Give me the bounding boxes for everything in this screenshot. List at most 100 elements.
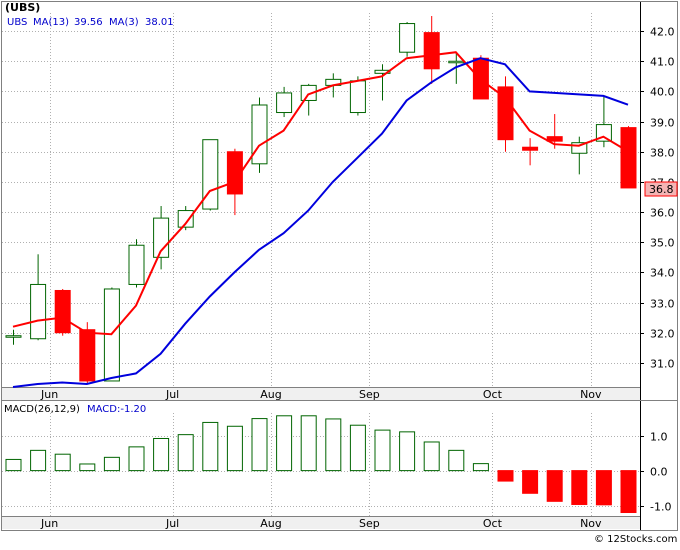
macd-panel-frame [1,400,678,531]
candle-up [177,210,194,228]
macd-bar-positive [5,458,22,472]
macd-bar-positive [349,424,366,472]
macd-legend-label: MACD(26,12,9) [4,404,80,415]
candle-down [54,289,71,334]
month-label: Nov [580,388,602,401]
macd-bar-positive [103,456,120,472]
macd-bar-positive [448,449,465,472]
price-panel-frame [1,1,678,401]
macd-bar-positive [300,415,317,472]
month-label: Jun [40,388,58,401]
candle-up [349,80,366,114]
macd-legend-value: MACD:-1.20 [87,404,146,415]
candles [5,16,637,384]
month-label: Aug [260,388,281,401]
macd-x-axis-band [2,516,640,529]
last-price-box [644,181,678,197]
macd-bar-positive [472,463,489,472]
price-x-axis: Jun Jul Aug Sep Oct Nov [2,387,640,401]
macd-bar-positive [30,449,47,472]
candle-down [546,136,563,142]
candle-down [522,146,539,151]
price-tick-label: 34.0 [650,267,675,280]
price-tick-label: 41.0 [650,56,675,69]
macd-tick-label: 0.0 [650,466,668,479]
moving-average-lines [12,51,629,388]
macd-bar-positive [325,418,342,472]
month-label: Oct [483,517,503,530]
month-label: Jul [165,388,179,401]
price-grid [2,13,640,387]
macd-bar-positive [128,446,145,472]
last-price-label: 36.8 [649,183,674,196]
macd-bar-positive [202,421,219,472]
candle-up [300,84,317,101]
ma13-line [12,57,629,388]
month-label: Jul [165,517,179,530]
footer-credit: © 12Stocks.com [594,534,677,545]
price-tick-label: 32.0 [650,328,675,341]
macd-grid [2,413,640,516]
month-label: Oct [483,388,503,401]
price-tick-label: 42.0 [650,26,675,39]
ticker-label: (UBS) [5,1,40,14]
candle-up [202,139,219,210]
macd-bar-positive [423,441,440,472]
price-tick-label: 39.0 [650,117,675,130]
price-y-axis: 31.032.033.034.035.036.037.038.039.040.0… [640,2,675,400]
macd-bar-positive [276,415,293,472]
month-label: Sep [359,388,380,401]
macd-tick-label: -1.0 [650,501,671,514]
macd-bar-negative [546,470,563,502]
macd-bar-negative [497,470,514,482]
candle-down [620,127,637,189]
macd-bar-positive [226,425,243,472]
macd-x-axis: Jun Jul Aug Sep Oct Nov [2,516,640,530]
candle-down [79,329,96,382]
macd-y-axis: -1.0 0.0 1.0 [640,401,671,530]
macd-tick-label: 1.0 [650,431,668,444]
candle-up [571,142,588,154]
macd-bar-positive [153,437,170,472]
macd-bar-negative [522,470,539,494]
candle-down [497,86,514,141]
price-tick-label: 31.0 [650,358,675,371]
macd-bar-negative [620,470,637,514]
macd-bar-negative [571,470,588,505]
price-tick-label: 33.0 [650,298,675,311]
candle-up [30,283,47,340]
candle-up [276,92,293,114]
macd-bar-negative [595,470,612,506]
month-label: Sep [359,517,380,530]
month-label: Aug [260,517,281,530]
candle-down [423,32,440,70]
price-x-axis-band [2,387,640,400]
candle-up [5,335,22,338]
candle-up [448,60,465,64]
legend-ma3-value: 38.01 [145,17,174,28]
month-label: Jun [40,517,58,530]
candle-up [374,69,391,74]
candle-up [251,104,268,165]
candle-up [128,244,145,285]
legend-ma13-label: MA(13) [33,17,69,28]
price-tick-label: 40.0 [650,86,675,99]
macd-bar-positive [54,453,71,472]
macd-bar-positive [374,429,391,472]
macd-bars [5,415,637,514]
ma3-line [12,51,629,336]
price-tick-label: 38.0 [650,147,675,160]
price-tick-label: 35.0 [650,237,675,250]
legend-ma3-label: MA(3) [109,17,139,28]
legend-symbol: UBS [7,17,27,28]
macd-bar-positive [251,418,268,472]
month-label: Nov [580,517,602,530]
macd-bar-positive [399,431,416,472]
macd-bar-positive [79,463,96,472]
price-tick-label: 36.0 [650,207,675,220]
candle-up [399,23,416,53]
legend-ma13-value: 39.56 [74,17,103,28]
macd-bar-positive [177,434,194,472]
